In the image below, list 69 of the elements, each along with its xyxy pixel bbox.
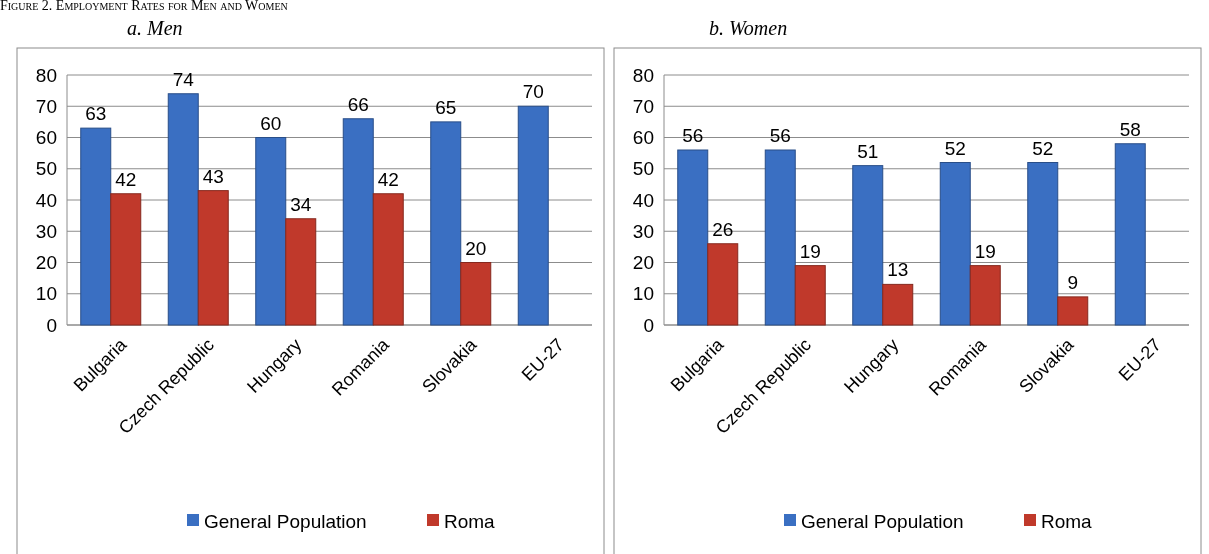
y-tick-label: 60 xyxy=(35,127,57,149)
data-label: 56 xyxy=(682,125,704,146)
legend-label: General Population xyxy=(801,510,964,532)
y-tick-label: 50 xyxy=(632,158,654,180)
chart-title: a. Men xyxy=(127,17,183,39)
bar xyxy=(677,149,709,326)
data-label: 43 xyxy=(202,165,224,187)
bar xyxy=(1114,143,1146,326)
y-tick-label: 80 xyxy=(35,64,57,86)
data-label: 58 xyxy=(1119,118,1141,140)
data-label: 60 xyxy=(260,112,282,134)
y-tick-label: 10 xyxy=(35,283,57,305)
legend-label: General Population xyxy=(204,510,367,532)
bar xyxy=(707,243,739,326)
data-label: 9 xyxy=(1067,271,1079,293)
bar xyxy=(794,265,826,326)
bar xyxy=(1027,162,1059,326)
y-tick-label: 20 xyxy=(632,252,654,274)
bar xyxy=(460,262,492,326)
bar xyxy=(969,265,1001,326)
data-label: 26 xyxy=(712,218,734,240)
bar xyxy=(939,162,971,326)
y-tick-label: 0 xyxy=(643,314,654,336)
data-label: 56 xyxy=(769,125,791,146)
data-label: 63 xyxy=(85,103,107,125)
bar xyxy=(167,93,199,326)
legend-label: Roma xyxy=(444,510,496,532)
y-tick-label: 40 xyxy=(632,189,654,211)
data-label: 20 xyxy=(465,237,487,259)
bar xyxy=(110,193,142,326)
y-tick-label: 20 xyxy=(35,252,57,274)
data-label: 52 xyxy=(1032,137,1054,159)
bar xyxy=(882,283,914,326)
legend-label: Roma xyxy=(1041,510,1093,532)
y-tick-label: 70 xyxy=(35,95,57,117)
y-tick-label: 50 xyxy=(35,158,57,180)
y-tick-label: 70 xyxy=(632,95,654,117)
bar xyxy=(1057,296,1089,326)
y-tick-label: 0 xyxy=(46,314,57,336)
y-tick-label: 40 xyxy=(35,189,57,211)
bar xyxy=(342,118,374,326)
y-tick-label: 30 xyxy=(35,220,57,242)
bar xyxy=(255,137,287,326)
caption: Figure 2. Employment Rates for Men and Women xyxy=(0,0,288,13)
data-label: 74 xyxy=(172,68,195,90)
data-label: 65 xyxy=(435,96,457,118)
data-label: 13 xyxy=(887,259,909,281)
data-label: 66 xyxy=(347,93,369,115)
y-tick-label: 10 xyxy=(632,283,654,305)
y-tick-label: 80 xyxy=(632,64,654,86)
data-label: 51 xyxy=(857,140,879,162)
data-label: 19 xyxy=(799,240,821,262)
bar xyxy=(852,165,884,326)
bar xyxy=(430,121,462,326)
chart-title: b. Women xyxy=(709,17,788,39)
y-tick-label: 30 xyxy=(632,220,654,242)
data-label: 19 xyxy=(974,240,996,262)
bar xyxy=(372,193,404,326)
y-tick-label: 60 xyxy=(632,127,654,149)
bar xyxy=(764,149,796,326)
data-label: 52 xyxy=(944,137,966,159)
bar xyxy=(80,127,112,326)
data-label: 70 xyxy=(522,81,544,103)
data-label: 34 xyxy=(290,193,312,215)
data-label: 42 xyxy=(115,168,137,190)
bar xyxy=(285,218,317,326)
bar xyxy=(197,190,229,326)
bar xyxy=(517,105,549,326)
data-label: 42 xyxy=(377,168,399,190)
